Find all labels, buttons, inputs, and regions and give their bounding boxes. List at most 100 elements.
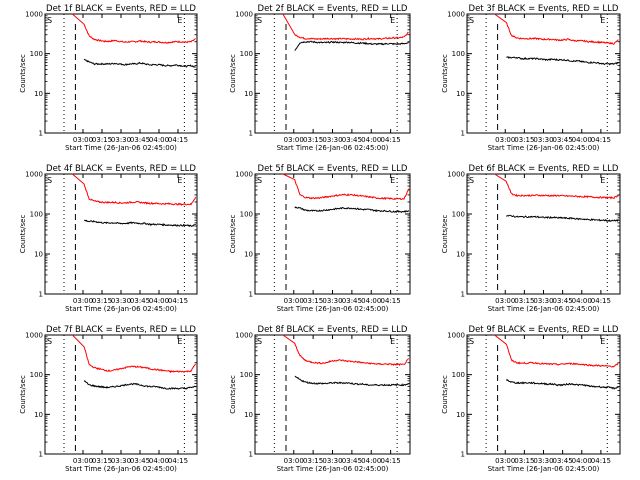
x-tick-label: 03:00 <box>73 457 93 465</box>
x-tick-label: 03:30 <box>111 297 131 305</box>
x-tick-label: 04:00 <box>361 457 381 465</box>
x-tick-label: 03:30 <box>111 136 131 144</box>
plot-2: Det 2f BLACK = Events, RED = LLD 1 10 100 10… <box>229 4 411 152</box>
x-tick-label: 03:45 <box>130 297 150 305</box>
plot-title: Det 8f BLACK = Events, RED = LLD <box>258 325 408 335</box>
start-marker: S <box>469 337 474 346</box>
plot-6: Det 6f BLACK = Events, RED = LLD 1 10 100 10… <box>441 164 621 313</box>
plot-title: Det 5f BLACK = Events, RED = LLD <box>258 164 408 174</box>
plot-5: Det 5f BLACK = Events, RED = LLD 1 10 100 10… <box>229 164 411 313</box>
y-tick-label: 1000 <box>25 332 43 340</box>
x-axis-label: Start Time (26-Jan-06 02:45:00) <box>488 144 600 152</box>
x-axis-label: Start Time (26-Jan-06 02:45:00) <box>488 305 600 313</box>
x-tick-label: 03:45 <box>342 457 362 465</box>
y-tick-label: 10 <box>244 411 253 419</box>
y-tick-label: 1000 <box>235 332 253 340</box>
x-tick-label: 03:00 <box>495 457 515 465</box>
y-tick-label: 100 <box>452 371 465 379</box>
plot-title: Det 6f BLACK = Events, RED = LLD <box>469 164 619 174</box>
x-tick-label: 04:00 <box>149 457 169 465</box>
start-marker: S <box>469 16 474 25</box>
y-tick-label: 10 <box>456 411 465 419</box>
lld-series-line <box>494 173 619 200</box>
x-tick-label: 03:45 <box>342 297 362 305</box>
plot-frame <box>466 173 621 295</box>
y-tick-label: 100 <box>240 211 253 219</box>
y-tick-label: 10 <box>244 251 253 259</box>
y-tick-label: 1 <box>461 451 465 459</box>
plot-title: Det 2f BLACK = Events, RED = LLD <box>258 4 408 14</box>
x-tick-label: 03:45 <box>130 457 150 465</box>
events-series-line <box>505 379 619 390</box>
x-tick-label: 03:00 <box>284 457 304 465</box>
y-tick-label: 1 <box>39 451 43 459</box>
y-tick-label: 100 <box>30 371 43 379</box>
y-tick-label: 10 <box>34 411 43 419</box>
y-tick-label: 100 <box>240 371 253 379</box>
y-axis-label: Counts/sec <box>19 54 27 93</box>
plot-title: Det 1f BLACK = Events, RED = LLD <box>46 4 196 14</box>
y-tick-label: 1000 <box>235 171 253 179</box>
start-marker: S <box>257 16 262 25</box>
lld-series-line <box>72 13 196 44</box>
x-axis-label: Start Time (26-Jan-06 02:45:00) <box>277 144 389 152</box>
lld-series-line <box>494 334 619 368</box>
y-axis-label: Counts/sec <box>229 54 237 93</box>
y-tick-label: 1000 <box>447 11 465 19</box>
y-tick-label: 1000 <box>25 11 43 19</box>
events-series-line <box>83 219 196 228</box>
x-tick-label: 03:15 <box>303 457 323 465</box>
x-tick-label: 03:00 <box>284 136 304 144</box>
x-tick-label: 04:15 <box>381 457 401 465</box>
end-marker: E <box>600 337 605 346</box>
lld-series-line <box>282 173 410 201</box>
x-tick-label: 04:15 <box>591 297 611 305</box>
y-tick-label: 1000 <box>235 11 253 19</box>
events-series-line <box>83 58 196 68</box>
x-axis-label: Start Time (26-Jan-06 02:45:00) <box>277 305 389 313</box>
x-tick-label: 03:45 <box>130 136 150 144</box>
x-tick-label: 03:15 <box>514 297 534 305</box>
x-tick-label: 03:15 <box>514 136 534 144</box>
x-axis-label: Start Time (26-Jan-06 02:45:00) <box>277 465 389 473</box>
x-tick-label: 04:15 <box>381 297 401 305</box>
y-tick-label: 10 <box>34 90 43 98</box>
y-tick-label: 10 <box>456 251 465 259</box>
x-tick-label: 04:15 <box>168 457 188 465</box>
x-tick-label: 03:00 <box>495 136 515 144</box>
x-tick-label: 04:00 <box>361 136 381 144</box>
y-tick-label: 1 <box>249 291 253 299</box>
plot-frame <box>44 13 198 134</box>
x-tick-label: 03:45 <box>553 457 573 465</box>
y-tick-label: 1000 <box>447 332 465 340</box>
y-axis-label: Counts/sec <box>19 375 27 414</box>
y-tick-label: 1 <box>249 451 253 459</box>
x-tick-label: 04:15 <box>168 136 188 144</box>
start-marker: S <box>257 337 262 346</box>
x-tick-label: 03:45 <box>553 297 573 305</box>
events-series-line <box>294 375 409 387</box>
end-marker: E <box>177 337 182 346</box>
x-tick-label: 04:00 <box>572 136 592 144</box>
events-series-line <box>294 206 410 214</box>
y-axis-label: Counts/sec <box>229 375 237 414</box>
x-tick-label: 03:30 <box>322 457 342 465</box>
y-tick-label: 100 <box>452 50 465 58</box>
events-series-line <box>294 40 409 51</box>
x-tick-label: 03:15 <box>514 457 534 465</box>
y-axis-label: Counts/sec <box>441 54 449 93</box>
start-marker: S <box>469 176 474 185</box>
end-marker: E <box>600 16 605 25</box>
y-tick-label: 1 <box>461 130 465 138</box>
x-tick-label: 04:00 <box>572 297 592 305</box>
events-series-line <box>506 56 619 66</box>
x-tick-label: 03:30 <box>322 297 342 305</box>
end-marker: E <box>177 176 182 185</box>
x-tick-label: 03:15 <box>303 297 323 305</box>
start-marker: S <box>47 16 52 25</box>
y-axis-label: Counts/sec <box>19 215 27 254</box>
y-tick-label: 1 <box>249 130 253 138</box>
x-tick-label: 04:15 <box>591 457 611 465</box>
x-tick-label: 03:00 <box>73 297 93 305</box>
